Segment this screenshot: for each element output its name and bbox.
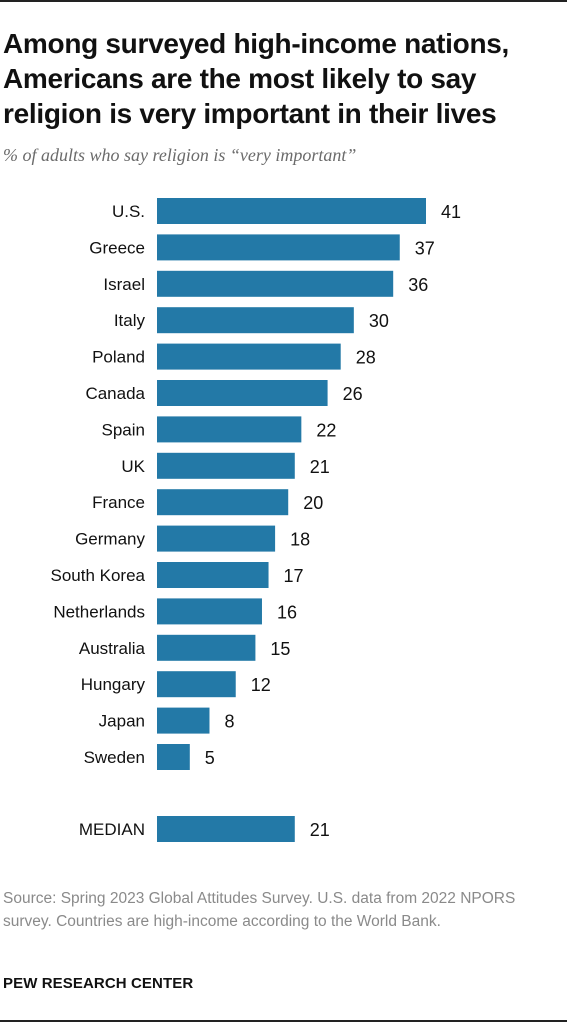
bar-sweden-row: Sweden 5: [84, 744, 215, 770]
bar-spain-row: Spain 22: [102, 416, 336, 443]
bar-israel-row: Israel 36: [103, 270, 428, 297]
bar-canada-label: Canada: [85, 384, 145, 403]
bar-uk-bar: [157, 452, 295, 479]
bottom-rule: [0, 1020, 567, 1022]
bar-japan-bar: [157, 707, 210, 734]
bar-germany-value-label: 18: [290, 530, 310, 550]
bar-south-korea-label: South Korea: [50, 566, 145, 585]
bar-hungary-value-label: 12: [251, 675, 271, 695]
bar-hungary-bar: [157, 671, 236, 698]
bar-spain-bar: [157, 416, 302, 443]
bar-poland-bar: [157, 343, 341, 370]
organization-name: PEW RESEARCH CENTER: [3, 975, 194, 992]
bar-canada-row: Canada 26: [85, 380, 363, 406]
bar-u-s-bar: [157, 198, 426, 224]
bar-spain-value-label: 22: [316, 420, 336, 440]
bar-u-s-row: U.S. 41: [112, 198, 461, 224]
bar-median-label: MEDIAN: [79, 820, 145, 839]
bar-sweden-bar: [157, 744, 190, 770]
bar-poland-value-label: 28: [356, 348, 376, 368]
bar-australia-value-label: 15: [270, 639, 290, 659]
source-note: Source: Spring 2023 Global Attitudes Sur…: [3, 890, 516, 930]
bar-italy-row: Italy 30: [114, 307, 389, 334]
bar-netherlands-row: Netherlands 16: [53, 598, 297, 625]
bar-spain-label: Spain: [102, 420, 145, 439]
bar-poland-label: Poland: [92, 348, 145, 367]
bar-median-bar: [157, 816, 295, 842]
bar-uk-value-label: 21: [310, 457, 330, 477]
bar-japan-label: Japan: [99, 712, 145, 731]
bar-uk-label: UK: [121, 457, 145, 476]
bar-israel-label: Israel: [103, 275, 145, 294]
bar-greece-bar: [157, 234, 400, 261]
bar-south-korea-value-label: 17: [284, 566, 304, 586]
top-rule: [0, 0, 567, 2]
bar-uk-row: UK 21: [121, 452, 330, 479]
bar-australia-label: Australia: [79, 639, 146, 658]
bar-u-s-value-label: 41: [441, 202, 461, 222]
bar-chart: U.S. 41 Greece 37 Israel 36 Italy 30 Poland 28 Can…: [50, 198, 461, 842]
bar-sweden-value-label: 5: [205, 748, 215, 768]
bar-poland-row: Poland 28: [92, 343, 376, 370]
bar-germany-bar: [157, 525, 276, 552]
bar-greece-value-label: 37: [415, 238, 435, 258]
bar-italy-label: Italy: [114, 311, 146, 330]
bar-median-row: MEDIAN 21: [79, 816, 330, 842]
bar-netherlands-bar: [157, 598, 262, 625]
bar-south-korea-row: South Korea 17: [50, 562, 304, 588]
bar-germany-label: Germany: [75, 530, 145, 549]
bar-france-bar: [157, 489, 289, 516]
bar-australia-bar: [157, 634, 256, 661]
bar-japan-row: Japan 8: [99, 707, 235, 734]
bar-hungary-label: Hungary: [81, 675, 146, 694]
bar-south-korea-bar: [157, 562, 269, 588]
bar-israel-bar: [157, 270, 394, 297]
chart-subtitle: % of adults who say religion is “very im…: [3, 145, 357, 165]
bar-france-label: France: [92, 493, 145, 512]
bar-italy-value-label: 30: [369, 311, 389, 331]
bar-netherlands-label: Netherlands: [53, 602, 145, 621]
bar-median-value-label: 21: [310, 820, 330, 840]
bar-hungary-row: Hungary 12: [81, 671, 271, 698]
bar-greece-row: Greece 37: [89, 234, 435, 261]
bar-france-row: France 20: [92, 489, 323, 516]
bar-netherlands-value-label: 16: [277, 602, 297, 622]
bar-australia-row: Australia 15: [79, 634, 290, 661]
chart-title: Among surveyed high-income nations, Amer…: [3, 28, 510, 129]
bar-canada-value-label: 26: [343, 384, 363, 404]
bar-japan-value-label: 8: [224, 712, 234, 732]
bar-sweden-label: Sweden: [84, 748, 145, 767]
bar-israel-value-label: 36: [408, 275, 428, 295]
bar-italy-bar: [157, 307, 354, 334]
bar-canada-bar: [157, 380, 328, 406]
bar-u-s-label: U.S.: [112, 202, 145, 221]
bar-germany-row: Germany 18: [75, 525, 310, 552]
bar-france-value-label: 20: [303, 493, 323, 513]
bar-greece-label: Greece: [89, 238, 145, 257]
